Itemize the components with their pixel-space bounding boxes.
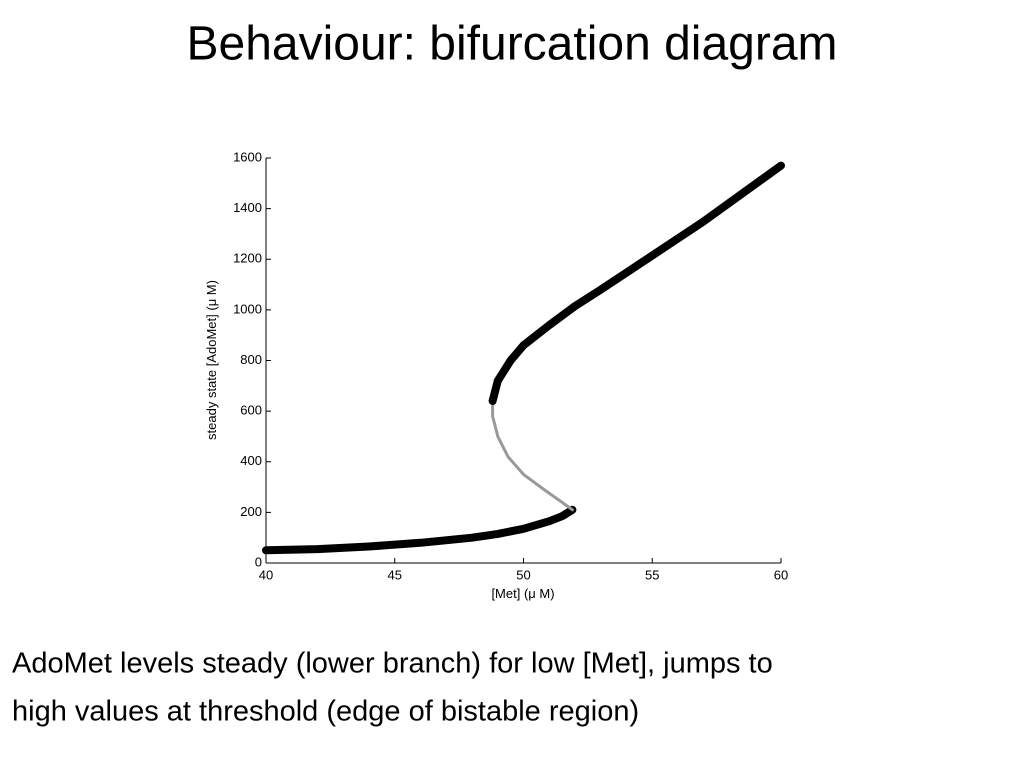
y-axis-label: steady state [AdoMet] (μ M) xyxy=(204,280,219,440)
y-tick-label: 1000 xyxy=(233,301,262,316)
slide-title: Behaviour: bifurcation diagram xyxy=(186,18,837,71)
x-tick-label: 60 xyxy=(774,567,788,582)
y-tick-label: 1600 xyxy=(233,149,262,164)
y-tick-label: 400 xyxy=(240,453,262,468)
y-tick-label: 1200 xyxy=(233,251,262,266)
x-tick-label: 50 xyxy=(516,567,530,582)
x-tick-label: 55 xyxy=(645,567,659,582)
branch-line xyxy=(488,161,785,405)
y-tick-label: 1400 xyxy=(233,200,262,215)
y-tick-label: 800 xyxy=(240,352,262,367)
x-axis-label: [Met] (μ M) xyxy=(491,586,554,601)
branch-line xyxy=(262,505,577,555)
y-tick-label: 200 xyxy=(240,504,262,519)
caption-line: AdoMet levels steady (lower branch) for … xyxy=(12,648,773,680)
caption-line: high values at threshold (edge of bistab… xyxy=(12,696,639,728)
y-tick-label: 600 xyxy=(240,403,262,418)
branch-line xyxy=(491,399,574,512)
x-tick-label: 45 xyxy=(388,567,402,582)
x-tick-label: 40 xyxy=(259,567,273,582)
y-tick-label: 0 xyxy=(255,554,262,569)
